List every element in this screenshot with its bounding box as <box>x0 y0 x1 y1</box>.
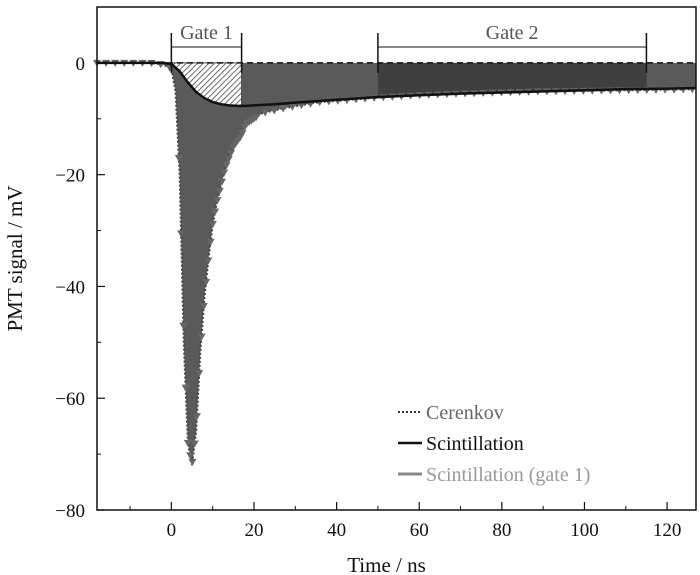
cerenkov-marker <box>211 208 220 216</box>
x-axis-label: Time / ns <box>347 553 426 575</box>
cerenkov-marker <box>177 230 186 238</box>
y-tick-label: −80 <box>55 501 85 522</box>
legend: Cerenkov Scintillation Scintillation (gate… <box>398 402 590 486</box>
cerenkov-marker <box>261 109 270 117</box>
cerenkov-marker <box>220 169 229 177</box>
cerenkov-marker <box>179 322 188 330</box>
cerenkov-marker <box>186 452 195 460</box>
x-tick-label: 20 <box>244 520 263 541</box>
axes: 0 20 40 60 80 100 120 0 −20 −40 −60 −80 Time / ns PMT… <box>3 6 697 575</box>
cerenkov-marker <box>222 162 231 170</box>
cerenkov-marker <box>199 303 208 311</box>
x-tick-label: 120 <box>653 520 682 541</box>
cerenkov-marker <box>181 384 190 392</box>
cerenkov-marker <box>192 413 201 421</box>
cerenkov-marker <box>279 105 288 113</box>
gate-2-fill <box>377 62 647 97</box>
y-axis-label: PMT signal / mV <box>3 185 27 331</box>
cerenkov-marker <box>217 178 226 186</box>
plot-frame <box>96 6 697 511</box>
y-tick-label: −20 <box>55 166 85 187</box>
y-tick-label: −40 <box>55 277 85 298</box>
cerenkov-marker <box>195 370 204 378</box>
cerenkov-marker <box>252 114 261 122</box>
legend-cerenkov-label: Cerenkov <box>426 402 504 424</box>
scintillation-line <box>97 61 697 108</box>
cerenkov-marker <box>224 156 233 164</box>
x-tick-label: 80 <box>492 520 511 541</box>
x-tick-label: 0 <box>167 520 177 541</box>
cerenkov-marker <box>206 238 215 246</box>
cerenkov-marker <box>190 440 199 448</box>
plot-area: Gate 1 Gate 2 <box>93 22 697 466</box>
x-tick-label: 60 <box>410 520 429 541</box>
cerenkov-marker <box>208 220 217 228</box>
cerenkov-marker <box>202 278 211 286</box>
x-tick-label: 100 <box>570 520 599 541</box>
cerenkov-marker <box>297 102 306 110</box>
cerenkov-marker <box>227 149 236 157</box>
gate-2-label: Gate 2 <box>486 22 539 44</box>
cerenkov-marker <box>197 333 206 341</box>
legend-scintillation-gate1-label: Scintillation (gate 1) <box>426 464 590 486</box>
cerenkov-marker <box>174 154 183 162</box>
cerenkov-marker <box>213 197 222 205</box>
cerenkov-marker <box>215 187 224 195</box>
x-tick-label: 40 <box>327 520 346 541</box>
cerenkov-marker <box>204 257 213 265</box>
cerenkov-marker <box>183 439 192 447</box>
legend-scintillation-label: Scintillation <box>426 433 524 455</box>
y-tick-label: 0 <box>76 54 86 75</box>
cerenkov-marker <box>288 103 297 111</box>
cerenkov-marker <box>188 458 197 466</box>
gate-1-label: Gate 1 <box>180 22 233 44</box>
cerenkov-marker <box>238 130 247 138</box>
cerenkov-marker <box>270 107 279 115</box>
y-tick-label: −60 <box>55 389 85 410</box>
